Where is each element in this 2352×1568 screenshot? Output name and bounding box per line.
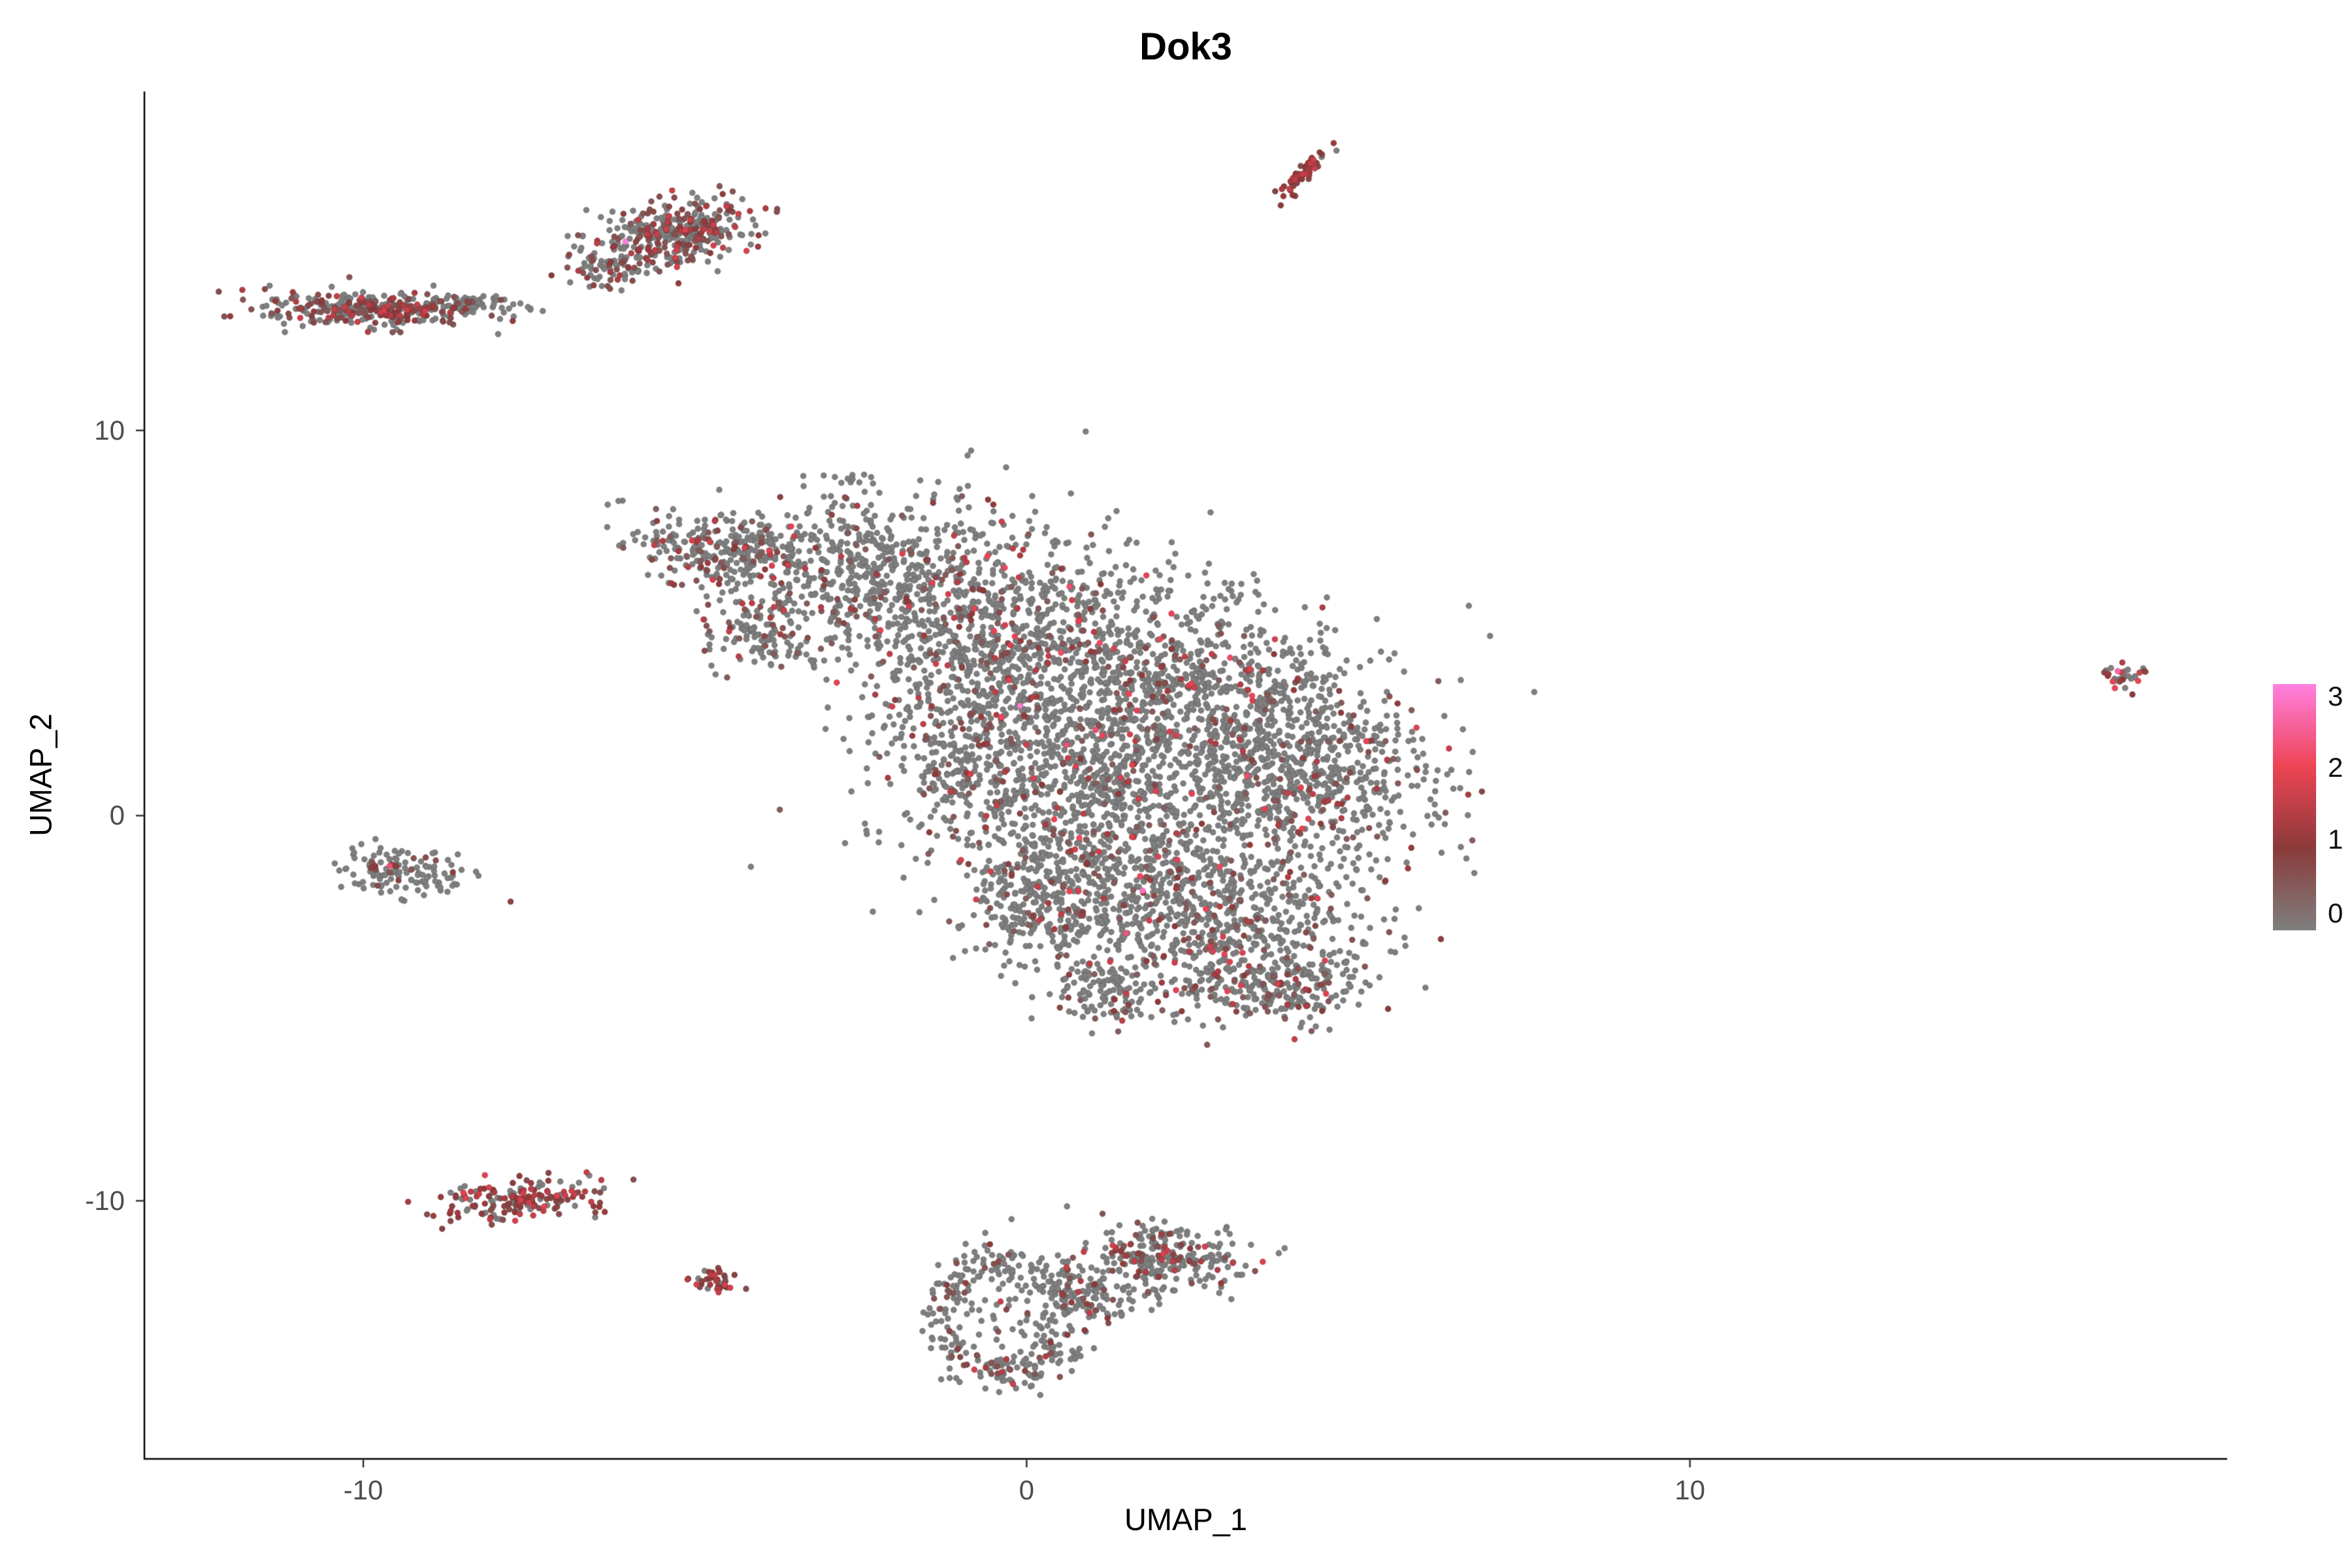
y-tick-label: -10 [85,1184,125,1216]
x-axis-label: UMAP_1 [1124,1502,1248,1537]
legend-tick-label-2: 2 [2328,752,2344,783]
x-tick-label: 10 [1674,1475,1705,1505]
legend-tick-label-3: 3 [2328,680,2344,711]
plot-title: Dok3 [1139,25,1232,68]
y-tick-label: 0 [109,800,125,831]
legend-tick-label-0: 0 [2328,897,2344,928]
x-tick-label: -10 [343,1475,384,1505]
legend-tick-label-1: 1 [2328,823,2344,855]
x-tick-label: 0 [1019,1475,1034,1505]
legend-colorbar-gradient [2273,684,2316,930]
y-tick-label: 10 [94,414,125,446]
